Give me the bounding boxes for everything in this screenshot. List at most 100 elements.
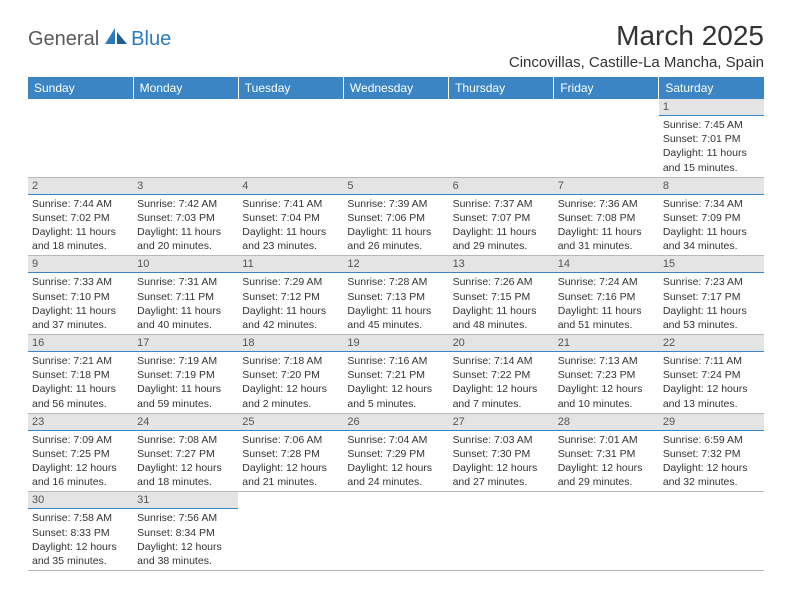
day-number: 8 [659,178,764,195]
day-cell: 10Sunrise: 7:31 AMSunset: 7:11 PMDayligh… [133,256,238,335]
sunset-line: Sunset: 7:13 PM [347,290,444,304]
day-number: 13 [449,256,554,273]
sunset-line: Sunset: 7:23 PM [558,368,655,382]
day-number: 5 [343,178,448,195]
day-details: Sunrise: 7:42 AMSunset: 7:03 PMDaylight:… [133,195,238,256]
sunset-line: Sunset: 7:04 PM [242,211,339,225]
day-number: 26 [343,414,448,431]
day-number: 10 [133,256,238,273]
day-cell: 31Sunrise: 7:56 AMSunset: 8:34 PMDayligh… [133,492,238,571]
day-cell: 14Sunrise: 7:24 AMSunset: 7:16 PMDayligh… [554,256,659,335]
week-row: 30Sunrise: 7:58 AMSunset: 8:33 PMDayligh… [28,492,764,571]
weekday-thursday: Thursday [449,77,554,99]
sunset-line: Sunset: 7:25 PM [32,447,129,461]
daylight-line: Daylight: 12 hours and 24 minutes. [347,461,444,489]
day-details: Sunrise: 7:37 AMSunset: 7:07 PMDaylight:… [449,195,554,256]
weekday-header-row: SundayMondayTuesdayWednesdayThursdayFrid… [28,77,764,99]
day-cell: 17Sunrise: 7:19 AMSunset: 7:19 PMDayligh… [133,335,238,414]
daylight-line: Daylight: 12 hours and 38 minutes. [137,540,234,568]
sunset-line: Sunset: 7:01 PM [663,132,760,146]
day-number: 2 [28,178,133,195]
sunrise-line: Sunrise: 6:59 AM [663,433,760,447]
day-details: Sunrise: 7:04 AMSunset: 7:29 PMDaylight:… [343,431,448,492]
sunset-line: Sunset: 8:34 PM [137,526,234,540]
sunset-line: Sunset: 7:27 PM [137,447,234,461]
daylight-line: Daylight: 11 hours and 48 minutes. [453,304,550,332]
day-number: 30 [28,492,133,509]
day-number: 29 [659,414,764,431]
sunset-line: Sunset: 7:02 PM [32,211,129,225]
empty-cell [238,492,343,571]
day-number: 7 [554,178,659,195]
day-cell: 16Sunrise: 7:21 AMSunset: 7:18 PMDayligh… [28,335,133,414]
empty-cell [449,99,554,177]
day-cell: 22Sunrise: 7:11 AMSunset: 7:24 PMDayligh… [659,335,764,414]
sunset-line: Sunset: 7:07 PM [453,211,550,225]
daylight-line: Daylight: 11 hours and 37 minutes. [32,304,129,332]
daylight-line: Daylight: 11 hours and 34 minutes. [663,225,760,253]
sunrise-line: Sunrise: 7:26 AM [453,275,550,289]
day-cell: 6Sunrise: 7:37 AMSunset: 7:07 PMDaylight… [449,177,554,256]
week-row: 16Sunrise: 7:21 AMSunset: 7:18 PMDayligh… [28,335,764,414]
sunset-line: Sunset: 7:12 PM [242,290,339,304]
sunrise-line: Sunrise: 7:19 AM [137,354,234,368]
empty-cell [554,99,659,177]
daylight-line: Daylight: 12 hours and 21 minutes. [242,461,339,489]
day-number: 6 [449,178,554,195]
sunrise-line: Sunrise: 7:24 AM [558,275,655,289]
daylight-line: Daylight: 11 hours and 51 minutes. [558,304,655,332]
sunrise-line: Sunrise: 7:04 AM [347,433,444,447]
sunrise-line: Sunrise: 7:58 AM [32,511,129,525]
day-details: Sunrise: 7:28 AMSunset: 7:13 PMDaylight:… [343,273,448,334]
daylight-line: Daylight: 11 hours and 23 minutes. [242,225,339,253]
sunrise-line: Sunrise: 7:01 AM [558,433,655,447]
weekday-friday: Friday [554,77,659,99]
sunset-line: Sunset: 7:11 PM [137,290,234,304]
weekday-sunday: Sunday [28,77,133,99]
day-details: Sunrise: 7:21 AMSunset: 7:18 PMDaylight:… [28,352,133,413]
day-cell: 18Sunrise: 7:18 AMSunset: 7:20 PMDayligh… [238,335,343,414]
day-number: 21 [554,335,659,352]
daylight-line: Daylight: 11 hours and 29 minutes. [453,225,550,253]
sunrise-line: Sunrise: 7:18 AM [242,354,339,368]
day-number: 31 [133,492,238,509]
sunrise-line: Sunrise: 7:06 AM [242,433,339,447]
day-details: Sunrise: 7:13 AMSunset: 7:23 PMDaylight:… [554,352,659,413]
sunrise-line: Sunrise: 7:39 AM [347,197,444,211]
daylight-line: Daylight: 11 hours and 40 minutes. [137,304,234,332]
sunset-line: Sunset: 7:19 PM [137,368,234,382]
day-cell: 3Sunrise: 7:42 AMSunset: 7:03 PMDaylight… [133,177,238,256]
sunrise-line: Sunrise: 7:37 AM [453,197,550,211]
day-number: 20 [449,335,554,352]
sunrise-line: Sunrise: 7:28 AM [347,275,444,289]
sunset-line: Sunset: 7:06 PM [347,211,444,225]
empty-cell [28,99,133,177]
day-details: Sunrise: 7:03 AMSunset: 7:30 PMDaylight:… [449,431,554,492]
day-details: Sunrise: 7:09 AMSunset: 7:25 PMDaylight:… [28,431,133,492]
sunset-line: Sunset: 7:09 PM [663,211,760,225]
day-cell: 12Sunrise: 7:28 AMSunset: 7:13 PMDayligh… [343,256,448,335]
daylight-line: Daylight: 12 hours and 27 minutes. [453,461,550,489]
day-cell: 13Sunrise: 7:26 AMSunset: 7:15 PMDayligh… [449,256,554,335]
daylight-line: Daylight: 12 hours and 29 minutes. [558,461,655,489]
header: General Blue March 2025 Cincovillas, Cas… [28,20,764,71]
day-number: 15 [659,256,764,273]
daylight-line: Daylight: 12 hours and 18 minutes. [137,461,234,489]
sail-icon [103,26,129,53]
day-number: 14 [554,256,659,273]
daylight-line: Daylight: 11 hours and 20 minutes. [137,225,234,253]
day-details: Sunrise: 7:58 AMSunset: 8:33 PMDaylight:… [28,509,133,570]
title-block: March 2025 Cincovillas, Castille-La Manc… [509,20,764,71]
week-row: 2Sunrise: 7:44 AMSunset: 7:02 PMDaylight… [28,177,764,256]
day-cell: 20Sunrise: 7:14 AMSunset: 7:22 PMDayligh… [449,335,554,414]
sunset-line: Sunset: 7:32 PM [663,447,760,461]
sunrise-line: Sunrise: 7:09 AM [32,433,129,447]
brand-part2: Blue [131,28,171,51]
day-cell: 21Sunrise: 7:13 AMSunset: 7:23 PMDayligh… [554,335,659,414]
sunset-line: Sunset: 7:17 PM [663,290,760,304]
day-cell: 29Sunrise: 6:59 AMSunset: 7:32 PMDayligh… [659,413,764,492]
day-details: Sunrise: 7:14 AMSunset: 7:22 PMDaylight:… [449,352,554,413]
sunset-line: Sunset: 7:20 PM [242,368,339,382]
sunrise-line: Sunrise: 7:23 AM [663,275,760,289]
day-details: Sunrise: 7:16 AMSunset: 7:21 PMDaylight:… [343,352,448,413]
